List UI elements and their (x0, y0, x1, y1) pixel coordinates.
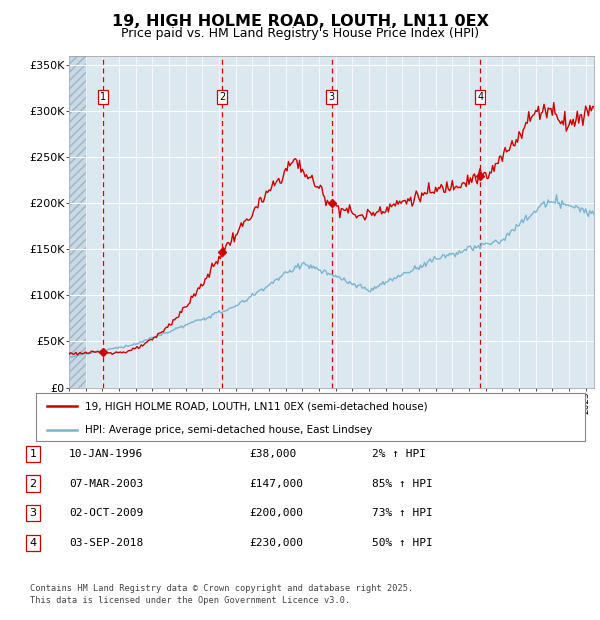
Bar (69, 56, 86, 388)
Bar (69, 56, 86, 388)
Text: 03-SEP-2018: 03-SEP-2018 (69, 538, 143, 548)
Text: 3: 3 (328, 92, 335, 102)
Text: £38,000: £38,000 (249, 449, 296, 459)
Text: 2: 2 (29, 479, 37, 489)
Text: 1: 1 (100, 92, 106, 102)
Text: Contains HM Land Registry data © Crown copyright and database right 2025.: Contains HM Land Registry data © Crown c… (30, 584, 413, 593)
Text: 73% ↑ HPI: 73% ↑ HPI (372, 508, 433, 518)
Text: 3: 3 (29, 508, 37, 518)
Text: £147,000: £147,000 (249, 479, 303, 489)
Text: 02-OCT-2009: 02-OCT-2009 (69, 508, 143, 518)
Text: 07-MAR-2003: 07-MAR-2003 (69, 479, 143, 489)
Text: 85% ↑ HPI: 85% ↑ HPI (372, 479, 433, 489)
Text: Price paid vs. HM Land Registry's House Price Index (HPI): Price paid vs. HM Land Registry's House … (121, 27, 479, 40)
Text: 1: 1 (29, 449, 37, 459)
Text: 10-JAN-1996: 10-JAN-1996 (69, 449, 143, 459)
Text: 19, HIGH HOLME ROAD, LOUTH, LN11 0EX: 19, HIGH HOLME ROAD, LOUTH, LN11 0EX (112, 14, 488, 29)
Text: 4: 4 (29, 538, 37, 548)
Text: 2: 2 (219, 92, 225, 102)
Text: £200,000: £200,000 (249, 508, 303, 518)
Text: £230,000: £230,000 (249, 538, 303, 548)
Text: This data is licensed under the Open Government Licence v3.0.: This data is licensed under the Open Gov… (30, 596, 350, 606)
Text: 50% ↑ HPI: 50% ↑ HPI (372, 538, 433, 548)
Text: 19, HIGH HOLME ROAD, LOUTH, LN11 0EX (semi-detached house): 19, HIGH HOLME ROAD, LOUTH, LN11 0EX (se… (85, 401, 428, 411)
Text: 4: 4 (477, 92, 483, 102)
Text: HPI: Average price, semi-detached house, East Lindsey: HPI: Average price, semi-detached house,… (85, 425, 373, 435)
Text: 2% ↑ HPI: 2% ↑ HPI (372, 449, 426, 459)
